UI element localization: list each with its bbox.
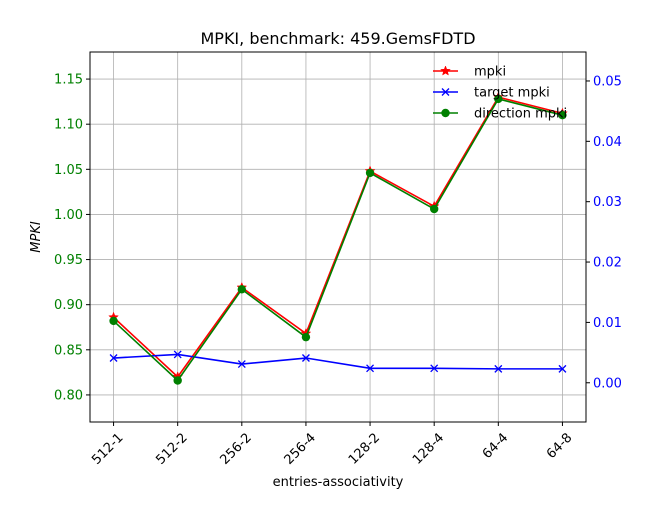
- left-y-tick-label: 0.95: [54, 253, 83, 268]
- data-point-1: [173, 350, 182, 359]
- data-point-1: [494, 364, 503, 373]
- x-tick-label: 128-2: [346, 430, 383, 467]
- data-point-1: [558, 364, 567, 373]
- x-tick-label: 64-8: [544, 430, 575, 461]
- left-y-axis-label: MPKI: [29, 221, 44, 253]
- legend-marker-0: [440, 65, 451, 76]
- legend-marker-1: [441, 88, 450, 96]
- data-point-1: [430, 364, 439, 373]
- x-tick-label: 256-2: [218, 430, 255, 467]
- right-y-tick-label: 0.02: [593, 256, 622, 271]
- data-point-2: [109, 316, 118, 326]
- right-y-tick-label: 0.05: [593, 74, 622, 89]
- plot-frame: [89, 51, 587, 423]
- right-y-tick-label: 0.04: [593, 135, 622, 150]
- left-y-tick-label: 1.15: [54, 73, 83, 88]
- data-point-2: [494, 94, 503, 104]
- x-tick-label: 64-4: [480, 430, 511, 461]
- data-point-1: [109, 354, 118, 362]
- data-point-2: [237, 285, 247, 294]
- x-tick-label: 512-2: [153, 430, 190, 467]
- data-point-1: [366, 364, 375, 373]
- data-point-2: [173, 376, 182, 385]
- legend-label-1: target mpki: [474, 86, 550, 101]
- x-tick-label: 512-1: [89, 430, 126, 467]
- x-tick-label: 128-4: [410, 430, 447, 467]
- left-y-tick-label: 0.80: [54, 388, 83, 403]
- data-point-2: [558, 110, 567, 120]
- legend-label-2: direction mpki: [474, 107, 567, 122]
- left-y-tick-label: 1.05: [54, 163, 83, 178]
- left-y-tick-label: 0.90: [54, 298, 83, 313]
- x-axis-label: entries-associativity: [273, 475, 404, 490]
- right-y-tick-label: 0.01: [593, 316, 622, 331]
- legend-label-0: mpki: [474, 65, 506, 80]
- left-y-tick-label: 1.00: [54, 208, 83, 223]
- series-line-2: [113, 98, 563, 382]
- series-line-0: [113, 96, 563, 379]
- right-y-tick-label: 0.00: [593, 376, 622, 391]
- plot-area: 512-1 512-2 256-2 256-4 128-2 128-4 64-4 64-8 0.…: [54, 51, 622, 468]
- data-point-2: [301, 332, 311, 342]
- x-tick-label: 256-4: [282, 430, 319, 467]
- data-point-1: [237, 360, 246, 369]
- right-y-tick-label: 0.03: [593, 195, 622, 210]
- left-y-tick-label: 1.10: [54, 118, 83, 133]
- data-point-1: [301, 354, 310, 362]
- legend-marker-2: [441, 108, 450, 118]
- series-line-1: [113, 353, 563, 370]
- data-point-2: [365, 168, 375, 178]
- data-point-2: [429, 204, 439, 214]
- chart-title: MPKI, benchmark: 459.GemsFDTD: [200, 29, 475, 48]
- left-y-tick-label: 0.85: [54, 343, 83, 358]
